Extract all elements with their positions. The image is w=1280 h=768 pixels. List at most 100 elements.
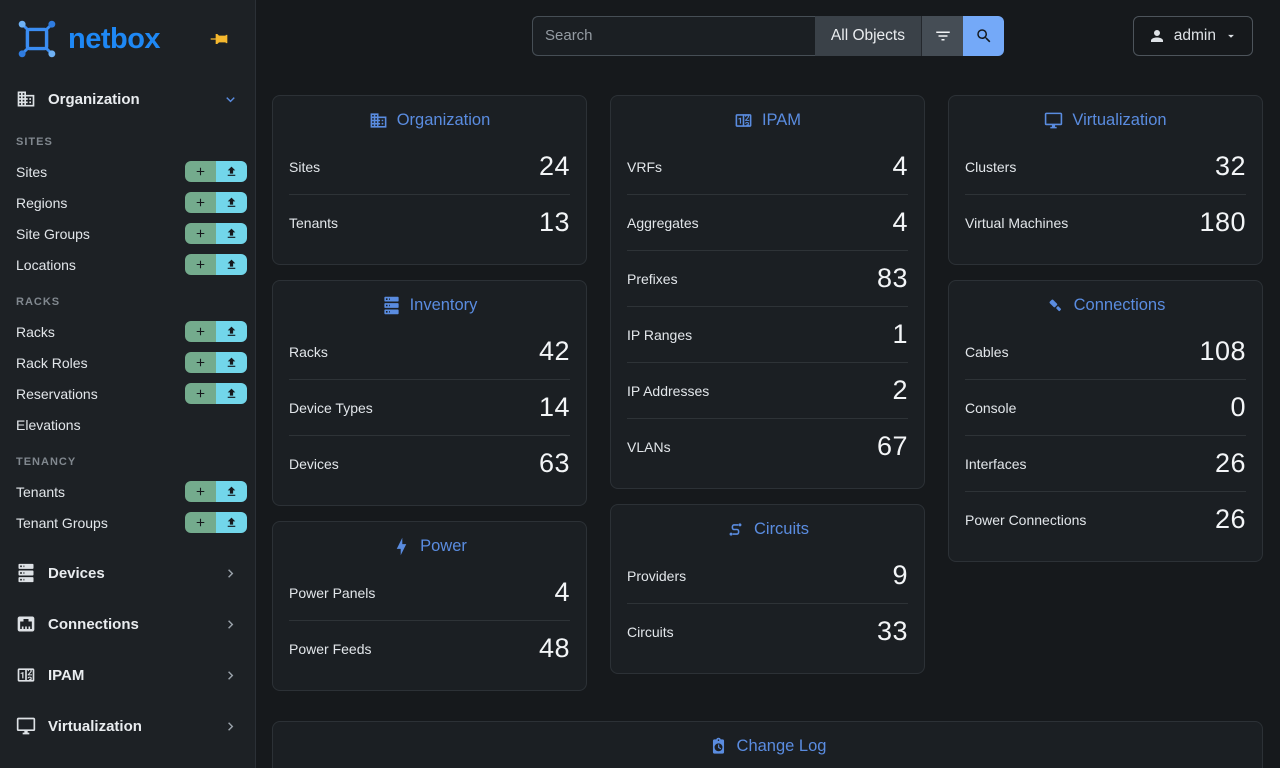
stat-value[interactable]: 108 [1199,336,1246,366]
stat-label[interactable]: Tenants [289,214,339,231]
filter-button[interactable] [921,15,963,56]
add-button[interactable] [185,383,216,404]
stat-value[interactable]: 48 [538,633,570,663]
card-title: Organization [273,96,586,139]
import-button[interactable] [216,161,247,182]
sidebar-section-title-racks: RACKS [16,296,61,308]
stat-label[interactable]: Aggregates [627,214,699,231]
stat-value[interactable]: 2 [892,375,908,405]
stat-row-console: Console 0 [965,379,1246,435]
stat-label[interactable]: Console [965,399,1017,416]
add-button[interactable] [185,481,216,502]
stat-label[interactable]: Prefixes [627,270,678,287]
sidebar-item-label: Racks [16,323,55,340]
sidebar-item-site-groups[interactable]: Site Groups [0,218,255,249]
sidebar-item-tenants[interactable]: Tenants [0,476,255,507]
stat-row-tenants: Tenants 13 [289,194,570,250]
stat-value[interactable]: 42 [538,336,570,366]
import-button[interactable] [216,481,247,502]
sidebar-item-locations[interactable]: Locations [0,249,255,280]
stat-value[interactable]: 63 [538,448,570,478]
item-action-buttons [185,481,247,502]
stat-value[interactable]: 13 [538,207,570,237]
sidebar-item-label: Tenant Groups [16,514,108,531]
sidebar-item-regions[interactable]: Regions [0,187,255,218]
stat-label[interactable]: IP Ranges [627,326,693,343]
import-button[interactable] [216,352,247,373]
stat-label[interactable]: VRFs [627,158,662,175]
stat-value[interactable]: 9 [892,560,908,590]
stat-label[interactable]: VLANs [627,438,671,455]
stat-value[interactable]: 26 [1214,448,1246,478]
sidebar-item-label: Elevations [16,416,81,433]
netbox-logo[interactable]: netbox [14,16,161,62]
sidebar-item-racks[interactable]: Racks [0,316,255,347]
sidebar-menu-organization[interactable]: Organization [0,78,255,120]
stat-value[interactable]: 1 [892,319,908,349]
stat-value[interactable]: 0 [1230,392,1246,422]
search-scope-dropdown[interactable]: All Objects [814,15,921,56]
stat-label[interactable]: Device Types [289,399,373,416]
sidebar-menu-label: Virtualization [48,717,142,735]
sidebar-item-reservations[interactable]: Reservations [0,378,255,409]
import-button[interactable] [216,512,247,533]
user-menu-button[interactable]: admin [1132,16,1253,56]
sidebar-menu-devices[interactable]: Devices [0,552,255,594]
search-input[interactable] [532,15,815,56]
add-button[interactable] [185,192,216,213]
import-button[interactable] [216,254,247,275]
sidebar-item-sites[interactable]: Sites [0,156,255,187]
stat-value[interactable]: 4 [892,151,908,181]
sidebar-item-elevations[interactable]: Elevations [0,409,255,440]
stat-label[interactable]: Virtual Machines [965,214,1069,231]
stat-label[interactable]: Cables [965,343,1009,360]
stat-value[interactable]: 83 [876,263,908,293]
stat-value[interactable]: 33 [876,616,908,646]
add-button[interactable] [185,321,216,342]
stat-value[interactable]: 14 [538,392,570,422]
search-button[interactable] [963,15,1004,56]
pin-icon[interactable] [209,29,229,49]
stat-row-power-connections: Power Connections 26 [965,491,1246,547]
topbar: All Objects admin [256,0,1280,71]
stat-label[interactable]: Racks [289,343,328,360]
import-button[interactable] [216,321,247,342]
sidebar-item-rack-roles[interactable]: Rack Roles [0,347,255,378]
stat-label[interactable]: Interfaces [965,455,1027,472]
sidebar-item-tenant-groups[interactable]: Tenant Groups [0,507,255,538]
sidebar-menu-ipam[interactable]: IPAM [0,654,255,696]
import-button[interactable] [216,192,247,213]
stat-value[interactable]: 24 [538,151,570,181]
stat-label[interactable]: Power Feeds [289,640,372,657]
sidebar-menu-label: Devices [48,564,105,582]
stat-label[interactable]: Devices [289,455,339,472]
add-button[interactable] [185,223,216,244]
stat-label[interactable]: Sites [289,158,321,175]
sidebar-menu-connections[interactable]: Connections [0,603,255,645]
stat-value[interactable]: 67 [876,431,908,461]
card-title: Change Log [273,722,1262,765]
add-button[interactable] [185,512,216,533]
stat-value[interactable]: 4 [554,577,570,607]
stat-value[interactable]: 26 [1214,504,1246,534]
stat-value[interactable]: 4 [892,207,908,237]
add-button[interactable] [185,352,216,373]
stat-label[interactable]: Power Panels [289,584,376,601]
stat-label[interactable]: Power Connections [965,511,1087,528]
import-button[interactable] [216,223,247,244]
item-action-buttons [185,352,247,373]
upload-icon [225,258,238,271]
stat-label[interactable]: Circuits [627,623,674,640]
dashboard-card-connections: Connections Cables 108 Console 0 Interfaces 26… [948,280,1263,562]
import-button[interactable] [216,383,247,404]
stat-label[interactable]: Clusters [965,158,1017,175]
plus-icon [194,485,207,498]
stat-value[interactable]: 32 [1214,151,1246,181]
stat-label[interactable]: IP Addresses [627,382,710,399]
stat-label[interactable]: Providers [627,567,687,584]
stat-value[interactable]: 180 [1199,207,1246,237]
sidebar-menu-virtualization[interactable]: Virtualization [0,705,255,747]
chevron-right-icon [222,667,239,684]
add-button[interactable] [185,254,216,275]
add-button[interactable] [185,161,216,182]
